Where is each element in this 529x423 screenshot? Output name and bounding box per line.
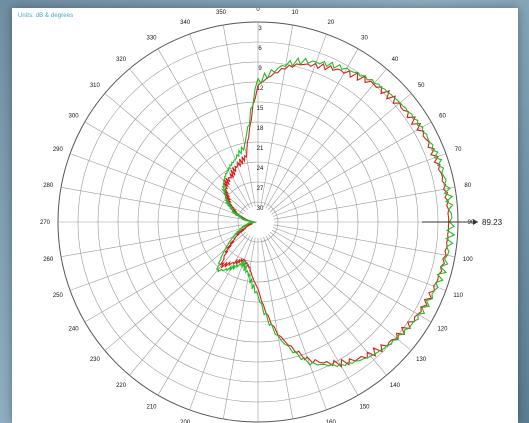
grid-spoke (60, 224, 243, 258)
grid-spoke (129, 234, 248, 376)
angle-tick-label: 130 (416, 357, 427, 363)
angle-tick-label: 340 (180, 20, 191, 26)
angle-tick-label: 350 (216, 10, 227, 16)
ring-label: 30 (257, 206, 264, 212)
grid-spoke (84, 121, 245, 215)
marker-label: 89.23 (482, 218, 503, 227)
grid-spoke (60, 186, 243, 220)
grid-spoke (272, 227, 447, 291)
grid-spoke (157, 48, 251, 209)
grid-spoke (84, 229, 245, 323)
angle-tick-label: 230 (90, 357, 101, 363)
angle-tick-label: 0 (256, 8, 260, 13)
grid-spoke (263, 236, 327, 411)
grid-spoke (273, 224, 456, 258)
chart-panel: Units: dB & degrees 0 10 20 30 40 50 60 70 80 90 1… (12, 8, 518, 423)
angle-tick-label: 270 (40, 220, 51, 226)
angle-tick-label: 320 (116, 57, 127, 63)
grid-spoke (265, 48, 359, 209)
ring-label: 24 (257, 166, 264, 172)
grid-spoke (104, 232, 246, 351)
angle-tick-label: 110 (453, 293, 463, 299)
angle-tick-label: 20 (328, 20, 335, 26)
angle-tick-label: 30 (361, 36, 368, 42)
angle-tick-label: 120 (437, 327, 448, 333)
grid-spoke (260, 24, 294, 207)
angle-tick-label: 250 (53, 293, 64, 299)
grid-spoke (69, 227, 244, 291)
ring-label: 15 (257, 106, 264, 112)
grid-spoke (265, 235, 359, 396)
polar-chart: 0 10 20 30 40 50 60 70 80 90 100 110 120 130 140 150 160… (40, 8, 503, 423)
angle-tick-label: 70 (455, 147, 462, 153)
angle-tick-label: 50 (418, 83, 425, 89)
grid-spoke (270, 232, 412, 351)
angle-tick-label: 290 (53, 147, 64, 153)
grid-spoke (260, 237, 294, 420)
ring-label: 21 (257, 146, 264, 152)
grid-spoke (129, 68, 248, 210)
grid-spoke (263, 33, 327, 208)
angle-tick-label: 220 (116, 383, 127, 389)
grid-spoke (272, 153, 447, 217)
angle-tick-label: 140 (390, 383, 401, 389)
angle-tick-label: 240 (69, 327, 80, 333)
angle-tick-label: 310 (90, 83, 101, 89)
grid-spoke (189, 33, 253, 208)
angle-tick-label: 260 (43, 257, 54, 263)
ring-label: 12 (257, 86, 264, 92)
angle-tick-label: 60 (439, 114, 446, 120)
grid-spoke (69, 153, 244, 217)
angle-tick-label: 160 (326, 420, 337, 423)
ring-label: 6 (258, 46, 262, 52)
grid-spoke (270, 93, 412, 212)
angle-tick-label: 300 (69, 114, 80, 120)
angle-tick-label: 40 (392, 57, 399, 63)
grid-spoke (268, 68, 387, 210)
grid-spoke (189, 236, 253, 411)
ring-label: 27 (257, 186, 264, 192)
ring-label: 18 (257, 126, 264, 132)
ring-label: 9 (258, 66, 262, 72)
grid-spoke (157, 235, 251, 396)
ring-label: 3 (258, 26, 262, 32)
series-trace-1 (219, 62, 450, 368)
grid-spoke (273, 186, 456, 220)
grid-spoke (222, 24, 256, 207)
grid-spoke (271, 121, 432, 215)
angle-tick-label: 330 (146, 36, 157, 42)
angle-tick-label: 200 (180, 420, 191, 423)
angle-tick-label: 150 (359, 404, 370, 410)
angle-tick-label: 100 (463, 257, 474, 263)
angle-tick-label: 10 (292, 10, 299, 16)
angle-tick-label: 90 (468, 220, 475, 226)
marker-arrowhead (473, 219, 478, 225)
series-trace-2 (215, 57, 456, 368)
grid-spoke (104, 93, 246, 212)
angle-tick-label: 280 (43, 183, 54, 189)
chart-subtitle: Units: dB & degrees (18, 13, 74, 19)
grid-spoke (268, 234, 387, 376)
angle-tick-label: 210 (146, 404, 157, 410)
angle-tick-label: 80 (464, 183, 471, 189)
grid-spoke (271, 229, 432, 323)
